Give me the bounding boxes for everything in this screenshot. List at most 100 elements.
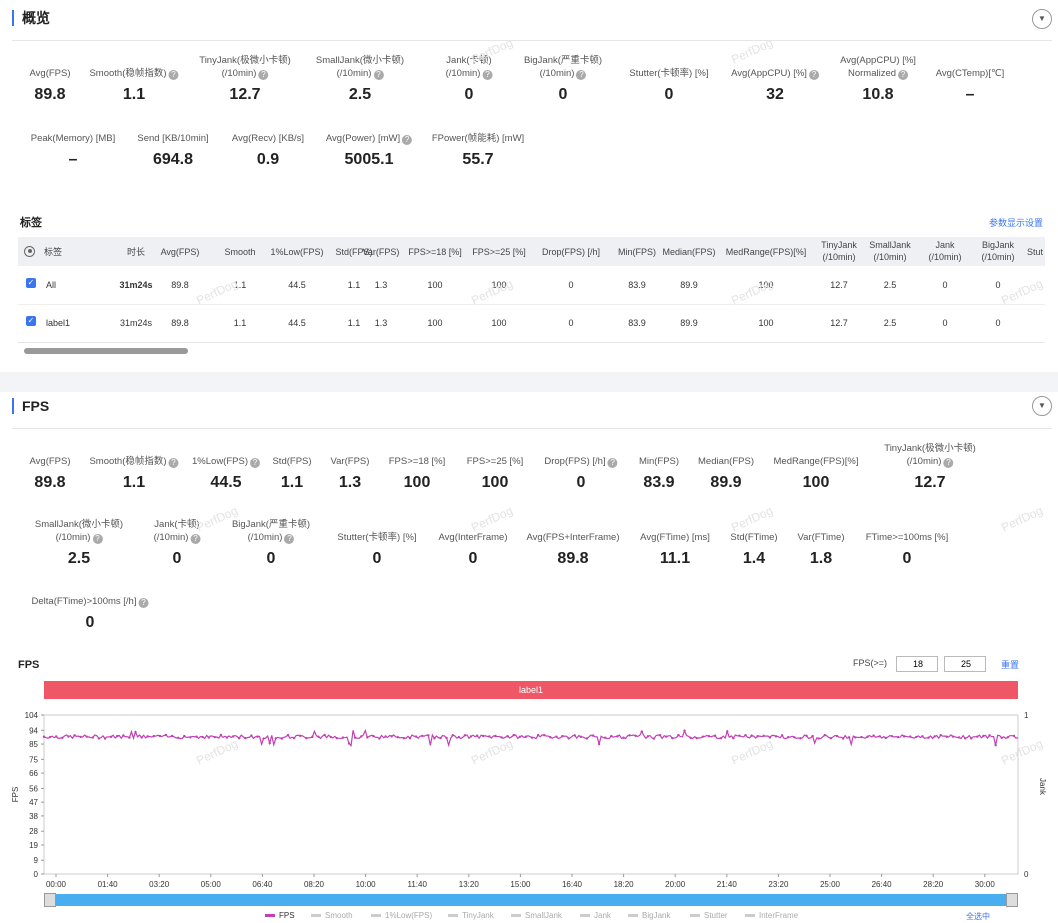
help-icon[interactable]: ?: [482, 70, 493, 80]
fps-point: [713, 734, 717, 737]
slider-handle-right[interactable]: [1006, 893, 1018, 907]
column-header[interactable]: Drop(FPS) [/h]: [541, 247, 601, 257]
metric-label: Std(FPS): [272, 456, 312, 467]
column-header[interactable]: Min(FPS): [618, 247, 656, 257]
legend-item[interactable]: TinyJank: [448, 911, 494, 920]
reset-button[interactable]: 重置: [1001, 660, 1020, 670]
fps-chart[interactable]: 104 94 85 75 66 56 47 38 28 19 9 0 1 0 FPS Jank 00:00 01:…: [0, 700, 1058, 923]
column-header[interactable]: 1%Low(FPS): [270, 247, 324, 257]
help-icon[interactable]: ?: [943, 458, 954, 468]
metric-label: 1%Low(FPS)?: [192, 442, 260, 468]
table-cell: 100: [427, 280, 443, 290]
fps-point: [579, 735, 583, 739]
column-header[interactable]: 时长: [126, 247, 146, 257]
column-header[interactable]: Stut: [1026, 247, 1044, 257]
metric-card: Avg(AppCPU) [%] Normalized? 10.8: [840, 54, 916, 104]
metric-card: FPS>=25 [%] 100: [467, 442, 524, 492]
time-range-slider[interactable]: [44, 893, 1018, 907]
column-header[interactable]: FPS>=25 [%]: [472, 247, 526, 257]
fps-point: [488, 735, 491, 738]
fps-point: [732, 736, 735, 740]
help-icon[interactable]: ?: [249, 458, 260, 468]
column-header[interactable]: Smooth: [224, 247, 256, 257]
legend-item[interactable]: Jank: [580, 911, 611, 920]
column-header[interactable]: FPS>=18 [%]: [408, 247, 462, 257]
column-header[interactable]: Median(FPS): [662, 247, 716, 257]
row-checkbox-label1[interactable]: ✓: [26, 316, 36, 326]
fps-point: [616, 735, 619, 738]
fps-point: [311, 735, 314, 739]
metric-label: Avg(FPS): [29, 68, 71, 79]
fps-point: [872, 734, 875, 737]
metric-value: 100: [481, 474, 509, 491]
fps-point: [402, 736, 406, 740]
metric-label: Avg(CTemp)[℃]: [935, 68, 1005, 79]
select-all-link[interactable]: 全选中: [966, 912, 990, 921]
label-band[interactable]: label1: [44, 681, 1018, 699]
column-header[interactable]: SmallJank (/10min): [869, 240, 911, 262]
metric-label: BigJank(严重卡顿) (/10min)?: [523, 55, 603, 80]
legend-item[interactable]: SmallJank: [511, 911, 562, 920]
metric-card: Var(FTime) 1.8: [798, 518, 845, 568]
legend-item[interactable]: Smooth: [311, 911, 353, 920]
column-header[interactable]: BigJank (/10min): [981, 240, 1015, 262]
fps-point: [970, 737, 973, 740]
help-icon[interactable]: ?: [898, 70, 909, 80]
fps-point: [384, 735, 387, 738]
legend-swatch-icon: [580, 914, 590, 918]
fps-point: [976, 735, 979, 738]
fps-point: [305, 736, 308, 740]
metric-value: 694.8: [152, 151, 194, 168]
metric-label: SmallJank(微小卡顿) (/10min)?: [315, 55, 405, 80]
param-settings-link[interactable]: 参数显示设置: [989, 218, 1044, 228]
help-icon[interactable]: ?: [190, 534, 201, 544]
legend-item[interactable]: BigJank: [628, 911, 670, 920]
fps-point: [475, 734, 479, 737]
legend-item[interactable]: Stutter: [690, 911, 728, 920]
fps-point: [909, 735, 912, 738]
help-icon[interactable]: ?: [168, 458, 179, 468]
fps-point: [530, 736, 534, 739]
fps-threshold-input-2[interactable]: [944, 656, 986, 672]
column-header[interactable]: MedRange(FPS)[%]: [725, 247, 807, 257]
metric-card: SmallJank(微小卡顿) (/10min)? 2.5: [316, 54, 404, 104]
help-icon[interactable]: ?: [138, 598, 149, 608]
help-icon[interactable]: ?: [373, 70, 384, 80]
help-icon[interactable]: ?: [402, 135, 413, 145]
help-icon[interactable]: ?: [258, 70, 269, 80]
overview-collapse-button[interactable]: ▼: [1032, 9, 1052, 29]
help-icon[interactable]: ?: [808, 70, 819, 80]
fps-point: [274, 737, 278, 740]
help-icon[interactable]: ?: [168, 70, 179, 80]
legend-item[interactable]: 1%Low(FPS): [371, 911, 432, 920]
column-header[interactable]: Var(FPS): [362, 247, 400, 257]
legend-item[interactable]: InterFrame: [745, 911, 798, 920]
table-scrollbar[interactable]: [24, 348, 188, 354]
slider-handle-left[interactable]: [44, 893, 56, 907]
column-header[interactable]: Jank (/10min): [928, 240, 962, 262]
help-icon[interactable]: ?: [92, 534, 103, 544]
metric-value: 89.8: [557, 550, 589, 567]
column-header[interactable]: Avg(FPS): [160, 247, 200, 257]
help-icon[interactable]: ?: [607, 458, 618, 468]
column-header[interactable]: TinyJank (/10min): [821, 240, 857, 262]
eye-icon[interactable]: [24, 246, 35, 257]
legend-item[interactable]: FPS: [265, 911, 295, 920]
row-checkbox-all[interactable]: ✓: [26, 278, 36, 288]
metric-value: 2.5: [348, 86, 372, 103]
fps-point: [719, 736, 723, 740]
y-tick-label: 85: [29, 740, 38, 749]
column-header[interactable]: 标签: [44, 247, 63, 257]
metric-label: Avg(FTime) [ms]: [640, 532, 710, 543]
column-header[interactable]: Std(FPS): [335, 247, 373, 257]
fps-collapse-button[interactable]: ▼: [1032, 396, 1052, 416]
metric-label: SmallJank(微小卡顿) (/10min)?: [34, 519, 124, 544]
help-icon[interactable]: ?: [284, 534, 295, 544]
metric-card: Stutter(卡顿率) [%] 0: [629, 54, 708, 104]
help-icon[interactable]: ?: [576, 70, 587, 80]
fps-point: [207, 736, 210, 739]
metric-label: FPS>=25 [%]: [466, 456, 524, 467]
fps-point: [622, 736, 625, 739]
fps-threshold-input-1[interactable]: [896, 656, 938, 672]
metric-card: Std(FPS) 1.1: [272, 442, 311, 492]
